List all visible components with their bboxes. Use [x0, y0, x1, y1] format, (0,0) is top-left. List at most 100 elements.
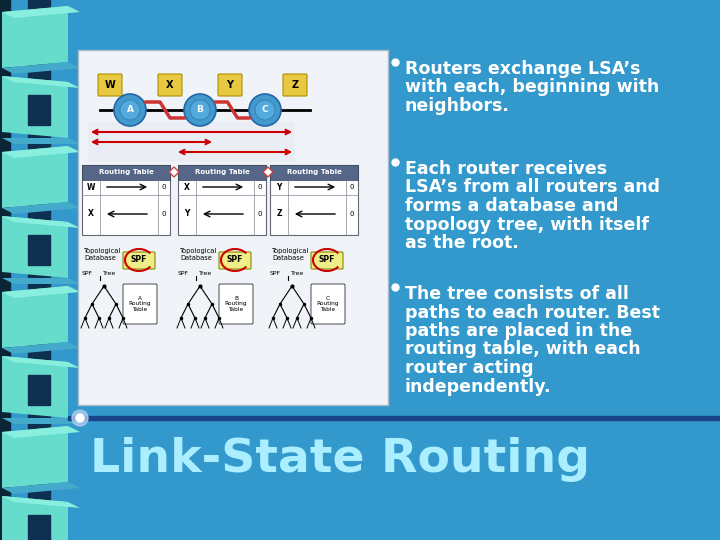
Polygon shape [2, 482, 80, 494]
FancyBboxPatch shape [219, 252, 251, 269]
Text: 0: 0 [162, 211, 166, 217]
Text: Routers exchange LSA’s: Routers exchange LSA’s [405, 60, 641, 78]
Text: Routing Table: Routing Table [194, 169, 249, 175]
Polygon shape [2, 496, 68, 540]
FancyBboxPatch shape [311, 252, 343, 269]
Text: Topological
Database: Topological Database [180, 248, 217, 261]
Text: B: B [197, 105, 204, 114]
Text: Routing Table: Routing Table [287, 169, 341, 175]
Text: C: C [261, 105, 269, 114]
Polygon shape [2, 6, 80, 18]
Text: Tree: Tree [291, 271, 305, 276]
Text: routing table, with each: routing table, with each [405, 341, 641, 359]
Text: neighbors.: neighbors. [405, 97, 510, 115]
FancyBboxPatch shape [218, 74, 242, 96]
Bar [28, 95, 50, 125]
Polygon shape [2, 146, 68, 208]
Polygon shape [88, 122, 295, 162]
Polygon shape [263, 167, 273, 177]
Bar [28, 0, 50, 540]
Polygon shape [2, 6, 68, 68]
Text: A
Routing
Table: A Routing Table [129, 296, 151, 312]
FancyBboxPatch shape [98, 74, 122, 96]
Text: SPF: SPF [82, 271, 93, 276]
Polygon shape [2, 62, 80, 74]
Text: SPF: SPF [270, 271, 281, 276]
Polygon shape [169, 167, 179, 177]
Bar [270, 165, 358, 180]
Text: Routing Table: Routing Table [99, 169, 153, 175]
Polygon shape [2, 146, 80, 158]
Text: X: X [166, 80, 174, 90]
Text: topology tree, with itself: topology tree, with itself [405, 215, 649, 233]
Text: paths to each router. Best: paths to each router. Best [405, 303, 660, 321]
Polygon shape [2, 496, 80, 508]
Circle shape [76, 414, 84, 422]
Circle shape [72, 410, 88, 426]
Polygon shape [2, 356, 80, 368]
Text: X: X [88, 210, 94, 219]
Bar [178, 165, 266, 235]
FancyBboxPatch shape [123, 284, 157, 324]
Text: forms a database and: forms a database and [405, 197, 618, 215]
Polygon shape [2, 356, 68, 418]
Polygon shape [2, 216, 68, 278]
FancyBboxPatch shape [219, 284, 253, 324]
Text: router acting: router acting [405, 359, 534, 377]
Text: W: W [87, 183, 95, 192]
Text: Y: Y [276, 183, 282, 192]
Bar [68, 0, 720, 440]
Text: C
Routing
Table: C Routing Table [317, 296, 339, 312]
Bar [28, 375, 50, 405]
Polygon shape [2, 216, 80, 228]
Polygon shape [2, 418, 80, 424]
Polygon shape [2, 138, 80, 144]
Bar [270, 165, 358, 235]
Polygon shape [2, 426, 68, 488]
Polygon shape [2, 76, 68, 138]
Text: independently.: independently. [405, 377, 552, 395]
Polygon shape [2, 342, 80, 354]
Text: 0: 0 [258, 184, 262, 190]
Text: W: W [104, 80, 115, 90]
Text: Z: Z [292, 80, 299, 90]
Text: paths are placed in the: paths are placed in the [405, 322, 632, 340]
Text: Topological
Database: Topological Database [272, 248, 310, 261]
Text: B
Routing
Table: B Routing Table [225, 296, 247, 312]
Text: SPF: SPF [319, 255, 336, 265]
Text: Tree: Tree [199, 271, 212, 276]
Polygon shape [2, 76, 80, 88]
Circle shape [114, 94, 146, 126]
Bar [178, 165, 266, 180]
Text: as the root.: as the root. [405, 234, 518, 252]
FancyBboxPatch shape [311, 284, 345, 324]
Bar [28, 515, 50, 540]
Text: Tree: Tree [103, 271, 116, 276]
Bar [68, 416, 720, 420]
Polygon shape [2, 286, 68, 348]
Text: A: A [127, 105, 133, 114]
Bar [82, 165, 170, 235]
Text: with each, beginning with: with each, beginning with [405, 78, 660, 97]
Bar [28, 235, 50, 265]
Circle shape [120, 100, 140, 120]
Text: LSA’s from all routers and: LSA’s from all routers and [405, 179, 660, 197]
Bar [0, 0, 10, 540]
Text: SPF: SPF [131, 255, 147, 265]
Circle shape [184, 94, 216, 126]
Polygon shape [2, 286, 80, 298]
Text: SPF: SPF [178, 271, 189, 276]
FancyBboxPatch shape [158, 74, 182, 96]
FancyBboxPatch shape [283, 74, 307, 96]
Polygon shape [2, 278, 80, 284]
Circle shape [190, 100, 210, 120]
Text: Y: Y [184, 210, 189, 219]
Text: Each router receives: Each router receives [405, 160, 607, 178]
Text: The tree consists of all: The tree consists of all [405, 285, 629, 303]
Text: 0: 0 [350, 184, 354, 190]
Text: 0: 0 [162, 184, 166, 190]
Text: 0: 0 [258, 211, 262, 217]
Polygon shape [2, 202, 80, 214]
FancyBboxPatch shape [123, 252, 155, 269]
Text: X: X [184, 183, 190, 192]
